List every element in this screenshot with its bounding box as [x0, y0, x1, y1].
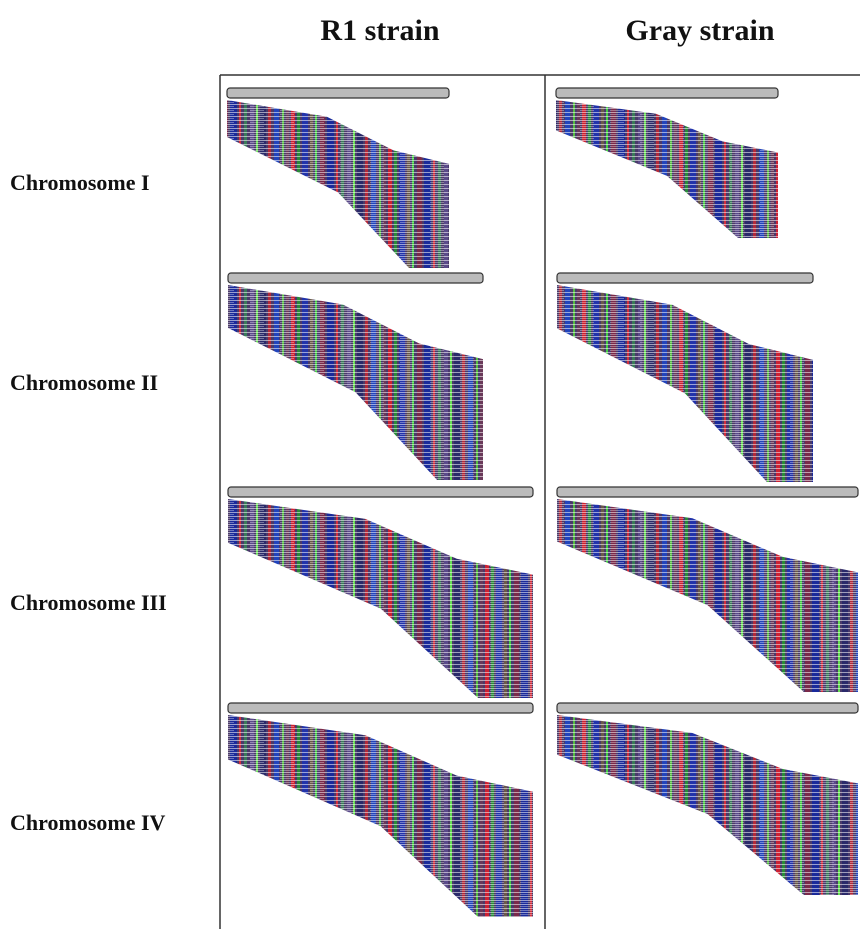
row-label: Chromosome II: [10, 370, 158, 395]
chromosome-bar: [226, 87, 450, 99]
chromosome-bar: [227, 486, 534, 498]
read-texture: [557, 715, 858, 895]
row-label: Chromosome III: [10, 590, 167, 615]
read-texture: [228, 285, 483, 480]
chromosome-bar: [227, 272, 484, 284]
chromosome-bar: [227, 702, 534, 714]
column-header: Gray strain: [625, 14, 774, 47]
row-label: Chromosome I: [10, 170, 150, 195]
column-header: R1 strain: [320, 14, 439, 47]
read-texture: [557, 499, 858, 692]
read-texture: [228, 499, 533, 698]
row-label: Chromosome IV: [10, 810, 166, 835]
read-texture: [228, 715, 533, 917]
chromosome-bar: [556, 702, 859, 714]
read-texture: [557, 285, 813, 482]
chromosome-bar: [556, 486, 859, 498]
read-texture: [556, 100, 778, 238]
chromosome-bar: [556, 272, 814, 284]
read-texture: [227, 100, 449, 268]
chromosome-bar: [555, 87, 779, 99]
